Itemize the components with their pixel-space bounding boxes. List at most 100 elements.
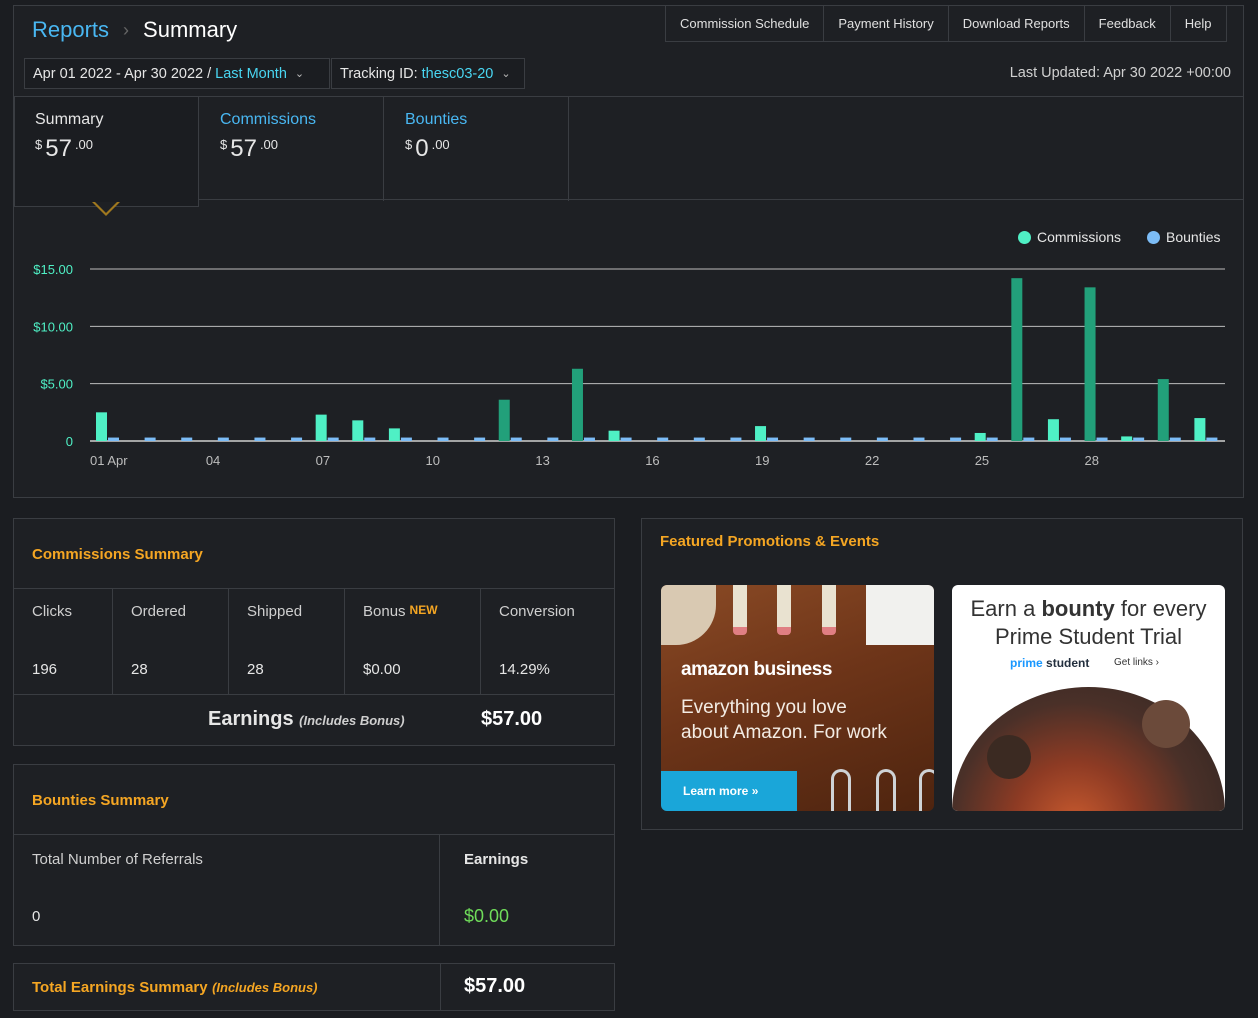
date-range-dropdown[interactable]: Apr 01 2022 - Apr 30 2022 / Last Month ⌄	[24, 58, 330, 89]
legend-bounties[interactable]: Bounties	[1147, 229, 1220, 245]
promo1-line1: Everything you love	[681, 697, 847, 718]
x-tick-label: 04	[206, 453, 220, 468]
bounties-bar	[327, 437, 339, 441]
tab-commissions-amount: $ 57 .00	[220, 137, 363, 161]
bounties-bar	[657, 437, 669, 441]
nav-payment-history[interactable]: Payment History	[823, 5, 947, 41]
nav-help[interactable]: Help	[1169, 5, 1226, 41]
promotions-panel: Featured Promotions & Events amazon busi…	[641, 518, 1243, 830]
top-nav: Commission Schedule Payment History Down…	[665, 5, 1227, 42]
legend-commissions[interactable]: Commissions	[1018, 229, 1121, 245]
bounties-bar	[1059, 437, 1071, 441]
promotions-title: Featured Promotions & Events	[660, 533, 880, 550]
bounties-bar	[144, 437, 156, 441]
tab-bounties-label: Bounties	[405, 111, 468, 128]
bounty-earnings-column: Earnings $0.00	[440, 835, 614, 945]
y-tick-label: 0	[66, 434, 73, 449]
bounties-bar	[1206, 437, 1218, 441]
earnings-row: Earnings (Includes Bonus) $57.00	[14, 696, 614, 746]
nav-commission-schedule[interactable]: Commission Schedule	[680, 15, 810, 31]
bounty-earnings-header: Earnings	[464, 851, 529, 868]
breadcrumb-reports-link[interactable]: Reports	[32, 17, 110, 42]
prime-student-logo: prime student	[1010, 656, 1089, 670]
promo2-bounty: bounty	[1041, 596, 1115, 621]
referrals-column: Total Number of Referrals 0	[14, 835, 440, 945]
clicks-value: 196	[32, 661, 58, 678]
nav-feedback[interactable]: Feedback	[1083, 5, 1170, 41]
nav-download-reports[interactable]: Download Reports	[947, 5, 1084, 41]
bounties-bar	[108, 437, 119, 441]
bounties-bar	[254, 437, 266, 441]
x-tick-label: 28	[1085, 453, 1099, 468]
clicks-header: Clicks	[32, 603, 72, 620]
commissions-summary-panel: Commissions Summary Clicks 196 Ordered 2…	[13, 518, 615, 746]
eraser-icon	[777, 627, 791, 635]
chevron-down-icon: ⌄	[294, 68, 305, 80]
x-tick-label: 25	[975, 453, 989, 468]
ordered-column: Ordered 28	[113, 589, 229, 694]
bounties-bar	[767, 437, 779, 441]
amount-cents: .00	[259, 137, 279, 152]
conversion-value: 14.29%	[499, 661, 550, 678]
earnings-value: $57.00	[481, 708, 543, 730]
x-tick-label: 16	[645, 453, 659, 468]
shipped-value: 28	[247, 661, 264, 678]
x-tick-label: 22	[865, 453, 879, 468]
promo1-line2: about Amazon. For work	[681, 722, 887, 743]
amount-whole: 57	[230, 135, 257, 162]
tab-bounties[interactable]: Bounties $ 0 .00	[385, 97, 569, 201]
prime-student-promo[interactable]: Earn a bounty for every Prime Student Tr…	[952, 585, 1225, 811]
legend-commissions-label: Commissions	[1037, 229, 1122, 245]
y-tick-label: $5.00	[40, 377, 73, 392]
last-updated-text: Last Updated: Apr 30 2022 +00:00	[1009, 65, 1231, 81]
amount-whole: 57	[45, 135, 72, 162]
tracking-id-label: Tracking ID:	[340, 65, 418, 82]
tab-commissions[interactable]: Commissions $ 57 .00	[200, 97, 384, 201]
prime-text: prime	[1010, 656, 1043, 670]
bounties-bar	[583, 437, 595, 441]
bonus-header: Bonus NEW	[363, 603, 462, 620]
total-earnings-label: Total Earnings Summary (Includes Bonus)	[32, 979, 318, 997]
conversion-column: Conversion 14.29%	[481, 589, 614, 694]
bounties-bar	[510, 437, 522, 441]
ordered-value: 28	[131, 661, 148, 678]
learn-more-button[interactable]: Learn more »	[661, 771, 797, 811]
paperclip-icon	[919, 769, 934, 811]
student-head-decoration	[1142, 700, 1190, 748]
get-links-link[interactable]: Get links ›	[1114, 657, 1160, 668]
commissions-dot-icon	[1018, 230, 1031, 244]
bounties-bar	[181, 437, 193, 441]
bounties-bar	[1023, 437, 1035, 441]
commissions-summary-columns: Clicks 196 Ordered 28 Shipped 28 Bonus NE…	[14, 589, 614, 695]
date-preset-text: Last Month	[215, 65, 287, 82]
x-tick-label: 19	[755, 453, 769, 468]
bonus-column: Bonus NEW $0.00	[345, 589, 481, 694]
conversion-header: Conversion	[499, 603, 575, 620]
total-earnings-value: $57.00	[464, 975, 526, 997]
amazon-business-promo[interactable]: amazon business Everything you love abou…	[661, 585, 934, 811]
tab-summary[interactable]: Summary $ 57 .00	[14, 97, 199, 207]
shipped-header: Shipped	[247, 603, 303, 620]
promo2-earn-a: Earn a	[970, 596, 1036, 621]
earnings-label: Earnings (Includes Bonus)	[208, 708, 405, 731]
paperclip-icon	[831, 769, 851, 811]
bounties-bar	[437, 437, 449, 441]
currency-symbol: $	[220, 137, 228, 152]
currency-symbol: $	[405, 137, 413, 152]
bounties-bar	[1096, 437, 1108, 441]
bonus-value: $0.00	[363, 661, 401, 678]
commissions-summary-header: Commissions Summary	[14, 519, 614, 589]
tracking-id-value: thesc03-20	[421, 65, 494, 82]
pencil-icon	[822, 585, 836, 631]
chevron-right-icon: ›	[123, 19, 130, 40]
bounties-summary-panel: Bounties Summary Total Number of Referra…	[13, 764, 615, 946]
tracking-id-dropdown[interactable]: Tracking ID: thesc03-20 ⌄	[331, 58, 525, 89]
bounties-bar	[986, 437, 998, 441]
paper-decoration	[661, 585, 716, 645]
currency-symbol: $	[35, 137, 43, 152]
commissions-bar	[498, 399, 510, 441]
amount-cents: .00	[74, 137, 94, 152]
bounties-summary-title: Bounties Summary	[32, 792, 169, 809]
commissions-summary-title: Commissions Summary	[32, 546, 203, 563]
shipped-column: Shipped 28	[229, 589, 345, 694]
